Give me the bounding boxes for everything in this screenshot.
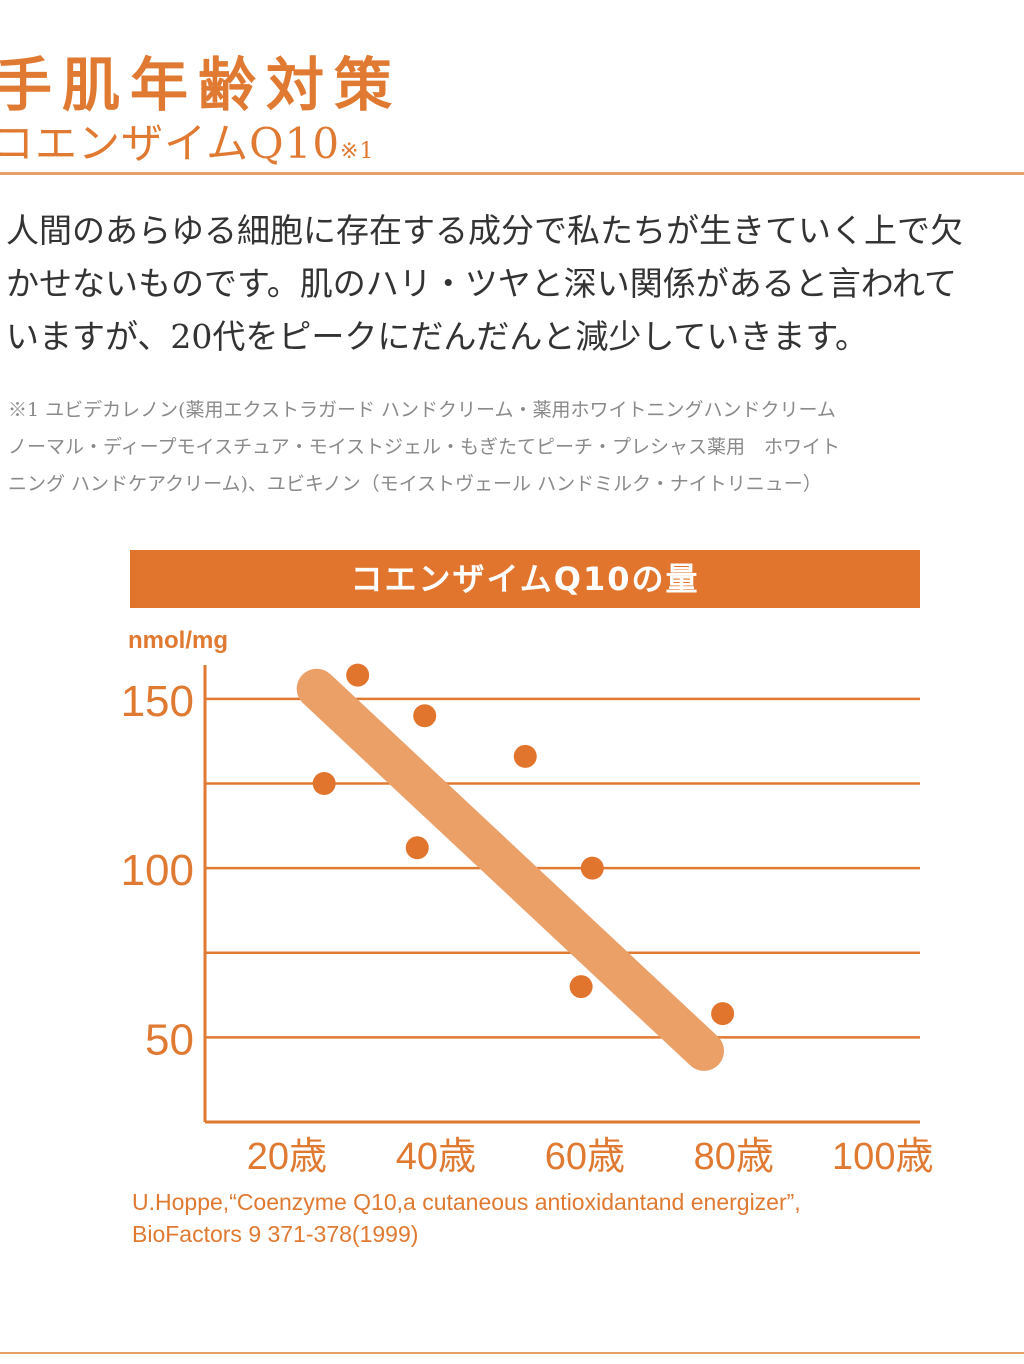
description-line: いますが、20代をピークにだんだんと減少していきます。 bbox=[6, 317, 869, 356]
data-point bbox=[513, 744, 537, 768]
page-subtitle: コエンザイムQ10※1 bbox=[0, 110, 374, 171]
x-tick-label: 40歳 bbox=[396, 1136, 476, 1178]
x-tick-label: 60歳 bbox=[545, 1136, 625, 1178]
y-axis-label: nmol/mg bbox=[128, 627, 228, 654]
data-point bbox=[711, 1002, 735, 1026]
x-tick-label: 100歳 bbox=[832, 1136, 933, 1178]
footnote-line: ※1 ユビデカレノン(薬用エクストラガード ハンドクリーム・薬用ホワイトニングハ… bbox=[8, 399, 836, 421]
source-line: U.Hoppe,“Coenzyme Q10,a cutaneous antiox… bbox=[132, 1189, 801, 1215]
header-divider bbox=[0, 172, 1024, 175]
footnote-line: ニング ハンドケアクリーム)、ユビキノン（モイストヴェール ハンドミルク・ナイト… bbox=[8, 473, 822, 495]
y-tick-label: 100 bbox=[121, 846, 194, 895]
description-paragraph: 人間のあらゆる細胞に存在する成分で私たちが生きていく上で欠 かせないものです。肌… bbox=[6, 204, 1024, 363]
source-citation: U.Hoppe,“Coenzyme Q10,a cutaneous antiox… bbox=[132, 1186, 801, 1250]
data-point bbox=[346, 663, 370, 687]
data-point bbox=[569, 975, 593, 999]
page-title: 手肌年齢対策 bbox=[0, 51, 403, 119]
data-point bbox=[405, 836, 429, 860]
subtitle-text: コエンザイムQ10 bbox=[0, 119, 341, 168]
data-point bbox=[312, 771, 336, 795]
trend-line bbox=[296, 668, 725, 1071]
description-line: 人間のあらゆる細胞に存在する成分で私たちが生きていく上で欠 bbox=[6, 211, 963, 250]
data-point bbox=[413, 704, 437, 728]
chart: nmol/mg 50 100 150 20歳 40歳 60歳 80歳 100歳 bbox=[121, 627, 934, 1178]
data-point bbox=[580, 856, 604, 880]
x-tick-label: 80歳 bbox=[694, 1136, 774, 1178]
subtitle-note-mark: ※1 bbox=[340, 139, 375, 164]
footnote-line: ノーマル・ディープモイスチュア・モイストジェル・もぎたてピーチ・プレシャス薬用 … bbox=[8, 436, 841, 458]
footnote: ※1 ユビデカレノン(薬用エクストラガード ハンドクリーム・薬用ホワイトニングハ… bbox=[8, 392, 1024, 503]
y-tick-label: 50 bbox=[145, 1015, 194, 1064]
description-line: かせないものです。肌のハリ・ツヤと深い関係があると言われて bbox=[6, 264, 958, 303]
x-tick-label: 20歳 bbox=[247, 1136, 327, 1178]
source-line: BioFactors 9 371-378(1999) bbox=[132, 1221, 419, 1247]
footer-divider bbox=[0, 1352, 1024, 1354]
chart-title: コエンザイムQ10の量 bbox=[130, 550, 920, 608]
y-tick-label: 150 bbox=[121, 677, 194, 726]
